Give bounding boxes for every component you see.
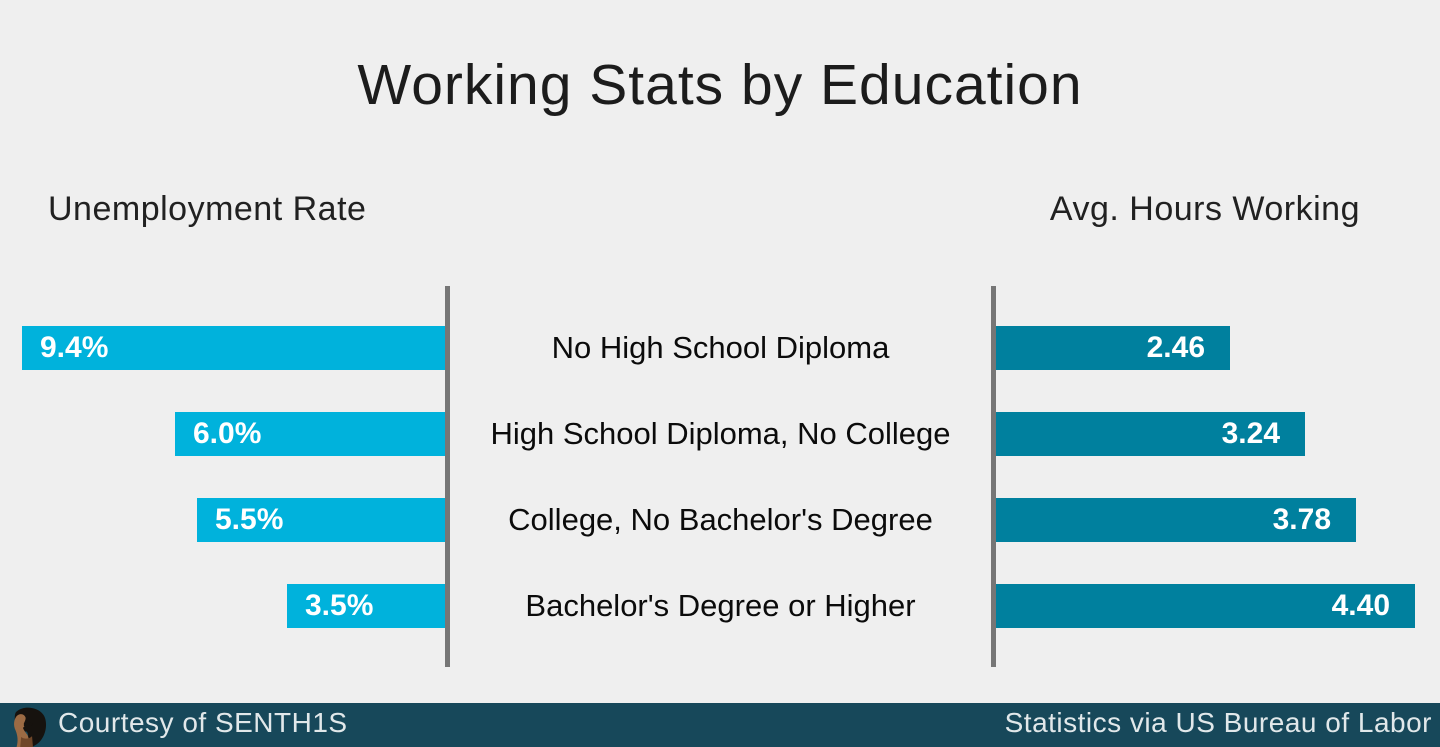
category-label: High School Diploma, No College — [490, 416, 951, 451]
category-label: College, No Bachelor's Degree — [508, 502, 933, 537]
right-section-header: Avg. Hours Working — [1049, 190, 1360, 228]
unemployment-rate-value-label: 6.0% — [193, 417, 262, 450]
footer-credit-text: Courtesy of SENTH1S — [58, 707, 348, 738]
left-section-header: Unemployment Rate — [48, 190, 367, 228]
avg-hours-working-bar: 3.78 — [996, 498, 1356, 542]
avg-hours-working-value-label: 3.24 — [1221, 417, 1280, 450]
unemployment-rate-value-label: 9.4% — [40, 331, 109, 364]
avg-hours-working-value-label: 3.78 — [1272, 503, 1331, 536]
category-label: Bachelor's Degree or Higher — [525, 588, 916, 623]
left-axis-line — [445, 286, 450, 667]
unemployment-rate-value-label: 5.5% — [215, 503, 284, 536]
right-axis-line — [991, 286, 996, 667]
avg-hours-working-bar: 3.24 — [996, 412, 1305, 456]
unemployment-rate-value-label: 3.5% — [305, 589, 374, 622]
footer-bar: Courtesy of SENTH1S Statistics via US Bu… — [0, 703, 1440, 747]
unemployment-rate-bar: 5.5% — [197, 498, 445, 542]
footer-source-text: Statistics via US Bureau of Labor — [1004, 707, 1432, 738]
avg-hours-working-value-label: 4.40 — [1331, 589, 1390, 622]
avg-hours-working-bar: 4.40 — [996, 584, 1415, 628]
page-title: Working Stats by Education — [357, 53, 1083, 117]
unemployment-rate-bar: 3.5% — [287, 584, 445, 628]
avg-hours-working-bar: 2.46 — [996, 326, 1230, 370]
category-label: No High School Diploma — [551, 330, 890, 365]
unemployment-rate-bar: 9.4% — [22, 326, 445, 370]
person-profile-avatar-icon — [14, 707, 47, 747]
unemployment-rate-bar: 6.0% — [175, 412, 445, 456]
avg-hours-working-value-label: 2.46 — [1146, 331, 1205, 364]
